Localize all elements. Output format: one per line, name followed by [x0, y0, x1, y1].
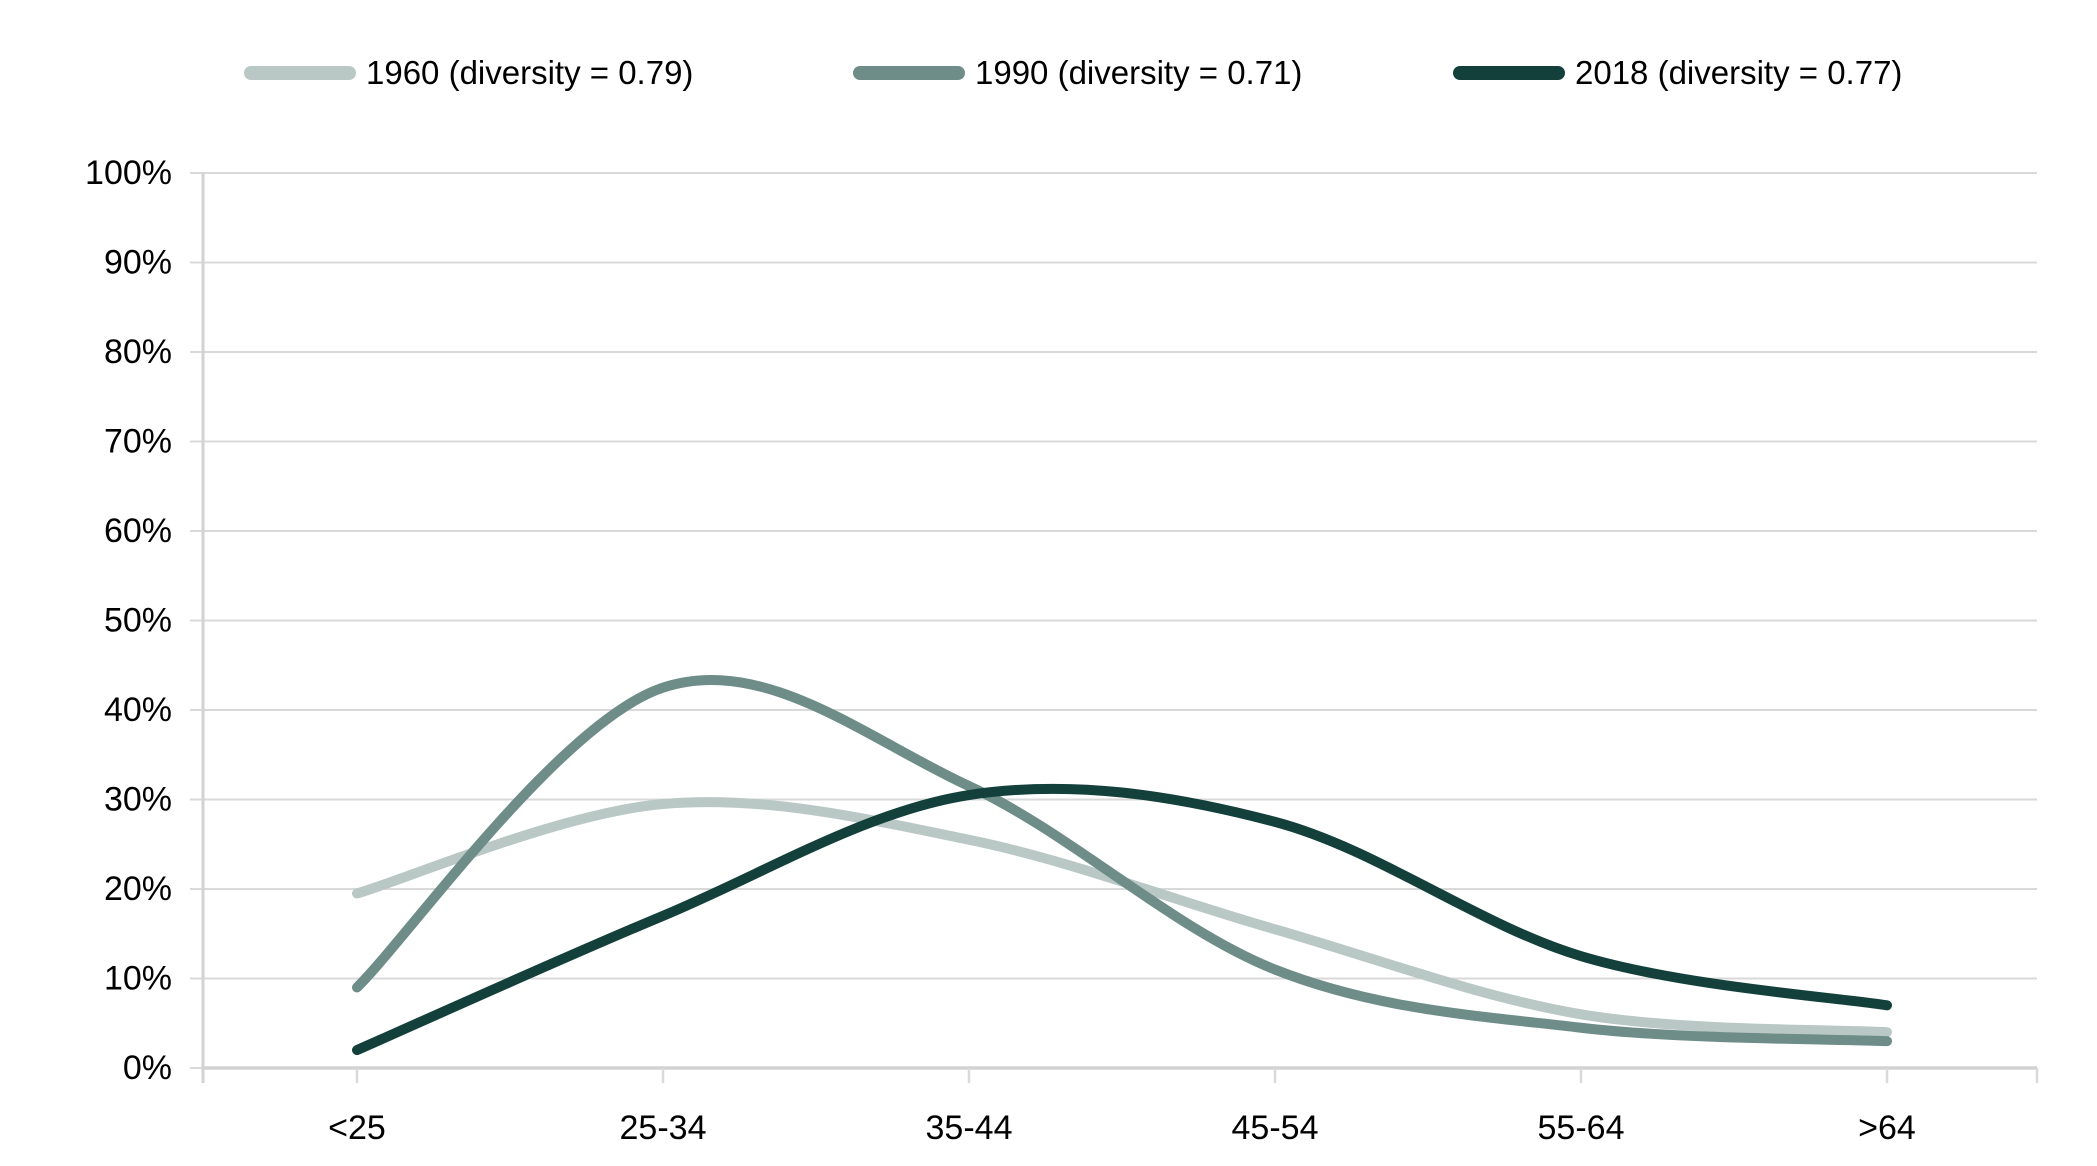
y-axis-label: 100% [85, 154, 172, 192]
x-axis-label: >64 [1858, 1109, 1916, 1147]
series-line-1960 [352, 797, 1892, 1038]
y-axis-label: 80% [104, 333, 172, 371]
x-axis-label: 45-54 [1232, 1109, 1319, 1147]
y-axis-label: 0% [123, 1049, 172, 1087]
y-axis-label: 60% [104, 512, 172, 550]
series-line-2018 [352, 783, 1892, 1056]
legend-item-2018: 2018 (diversity = 0.77) [1453, 48, 1902, 98]
y-axis-label: 90% [104, 244, 172, 282]
y-axis-label: 30% [104, 781, 172, 819]
y-axis-label: 50% [104, 602, 172, 640]
legend-swatch-1960 [244, 66, 356, 80]
legend-label-1990: 1990 (diversity = 0.71) [975, 54, 1303, 91]
y-axis-label: 20% [104, 870, 172, 908]
y-axis-label: 10% [104, 960, 172, 998]
legend-swatch-1990 [853, 66, 965, 80]
chart-legend: 1960 (diversity = 0.79) 1990 (diversity … [0, 48, 2097, 98]
legend-item-1960: 1960 (diversity = 0.79) [244, 48, 693, 98]
x-axis-label: 55-64 [1538, 1109, 1625, 1147]
legend-item-1990: 1990 (diversity = 0.71) [853, 48, 1302, 98]
y-axis-label: 70% [104, 423, 172, 461]
legend-label-2018: 2018 (diversity = 0.77) [1575, 54, 1903, 91]
x-axis-label: 25-34 [620, 1109, 707, 1147]
x-axis-label: <25 [328, 1109, 386, 1147]
x-axis-label: 35-44 [926, 1109, 1013, 1147]
legend-label-1960: 1960 (diversity = 0.79) [366, 54, 694, 91]
y-axis-label: 40% [104, 691, 172, 729]
legend-swatch-2018 [1453, 66, 1565, 80]
series-line-1990 [352, 674, 1892, 1047]
